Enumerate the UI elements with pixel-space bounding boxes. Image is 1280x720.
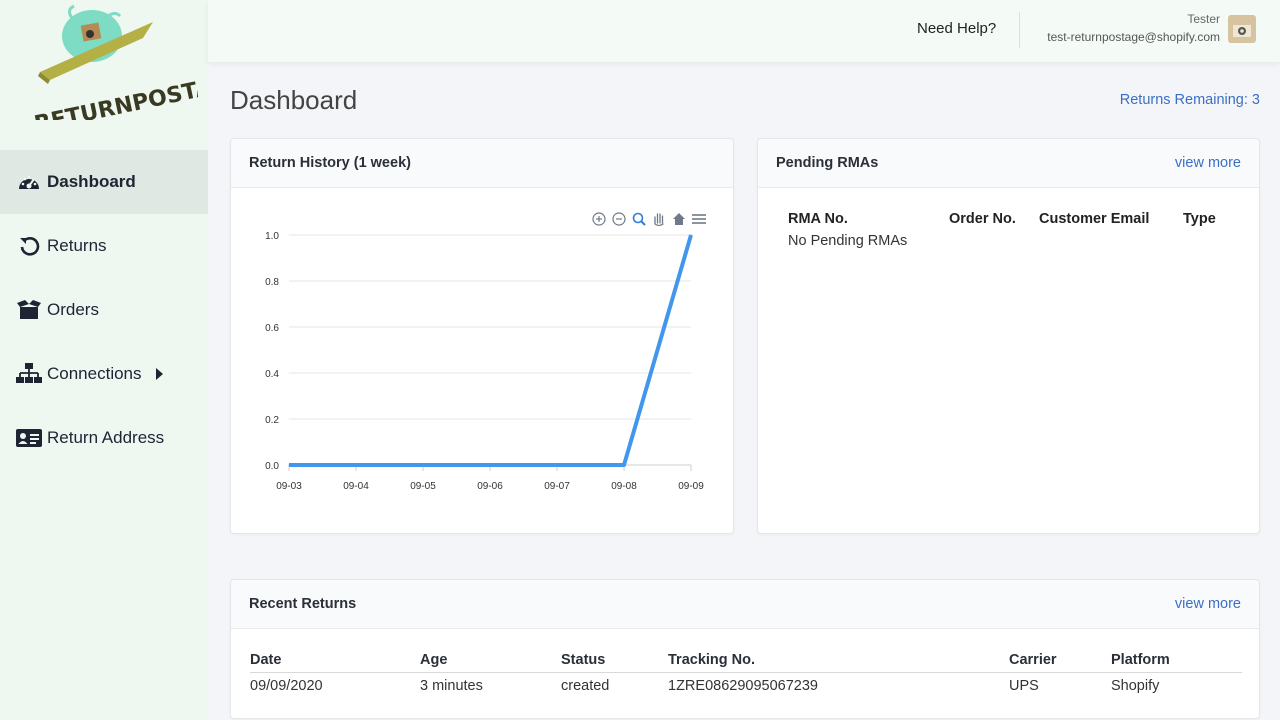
x-tick-label: 09-06 [477, 481, 503, 492]
y-tick-label: 0.0 [265, 461, 279, 472]
header-divider [1019, 12, 1020, 48]
avatar[interactable] [1228, 15, 1256, 43]
card-title: Recent Returns [249, 596, 357, 612]
y-tick-label: 0.8 [265, 277, 279, 288]
x-tick-label: 09-03 [276, 481, 302, 492]
card-header: Return History (1 week) [231, 139, 733, 188]
x-tick-label: 09-09 [678, 481, 704, 492]
y-tick-label: 0.2 [265, 415, 279, 426]
card-title: Return History (1 week) [249, 155, 411, 171]
empty-state-text: No Pending RMAs [788, 233, 908, 249]
card-header: Pending RMAs view more [758, 139, 1259, 188]
view-more-link[interactable]: view more [1174, 596, 1241, 612]
home-icon[interactable] [673, 213, 685, 225]
cell-tracking-no[interactable]: 1ZRE08629095067239 [668, 678, 818, 694]
column-header-tracking-no[interactable]: Tracking No. [668, 652, 756, 668]
column-header-order-no[interactable]: Order No. [949, 211, 1016, 227]
network-icon [16, 362, 42, 386]
table-header: RMA No. Order No. Customer Email Type [788, 211, 1238, 227]
column-header-type[interactable]: Type [1183, 211, 1216, 227]
cell-age: 3 minutes [420, 678, 483, 694]
return-history-card: Return History (1 week) 0.0 0.2 0.4 0.6 0.8 1… [230, 138, 734, 534]
data-point [623, 464, 625, 466]
sidebar-item-label: Orders [47, 300, 99, 319]
data-point [355, 464, 357, 466]
need-help-link[interactable]: Need Help? [917, 20, 997, 37]
zoom-select-icon[interactable] [632, 212, 646, 226]
x-tick-label: 09-08 [611, 481, 637, 492]
sidebar-nav: Dashboard Returns Orders Connections [0, 150, 208, 470]
column-header-date[interactable]: Date [250, 652, 282, 668]
pending-rmas-card: Pending RMAs view more RMA No. Order No.… [757, 138, 1260, 534]
top-header: Need Help? Tester test-returnpostage@sho… [208, 0, 1280, 62]
data-point [489, 464, 491, 466]
column-header-rma-no[interactable]: RMA No. [788, 211, 848, 227]
caret-right-icon[interactable] [155, 368, 163, 380]
sidebar-item-label: Dashboard [47, 172, 136, 191]
column-header-age[interactable]: Age [420, 652, 448, 668]
page-title: Dashboard [230, 85, 358, 115]
recent-returns-table: Date Age Status Tracking No. Carrier Pla… [250, 652, 1242, 699]
sidebar-item-label: Connections [47, 364, 142, 383]
sidebar-item-label: Return Address [47, 428, 165, 447]
sidebar-item-label: Returns [47, 236, 107, 255]
sidebar-item-orders[interactable]: Orders [0, 278, 208, 342]
user-email: test-returnpostage@shopify.com [1047, 30, 1220, 44]
series-line [289, 234, 693, 467]
column-header-status[interactable]: Status [561, 652, 606, 668]
table-header: Date Age Status Tracking No. Carrier Pla… [250, 652, 1242, 673]
column-header-carrier[interactable]: Carrier [1009, 652, 1057, 668]
data-point [422, 464, 424, 466]
recent-returns-card: Recent Returns view more Date Age Status… [230, 579, 1260, 719]
card-title: Pending RMAs [776, 155, 879, 171]
view-more-link[interactable]: view more [1174, 155, 1241, 171]
x-tick-label: 09-07 [544, 481, 570, 492]
cell-date: 09/09/2020 [250, 678, 323, 694]
cell-platform: Shopify [1111, 678, 1160, 694]
column-header-customer-email[interactable]: Customer Email [1039, 211, 1150, 227]
pending-rmas-table: RMA No. Order No. Customer Email Type No… [788, 211, 1238, 249]
table-row[interactable]: 09/09/2020 3 minutes created 1ZRE0862909… [250, 673, 1242, 699]
chart-toolbar [592, 212, 706, 227]
data-point [690, 234, 692, 236]
sidebar-item-dashboard[interactable]: Dashboard [0, 150, 208, 214]
pan-hand-icon[interactable] [654, 213, 664, 227]
x-tick-label: 09-05 [410, 481, 436, 492]
sidebar-item-connections[interactable]: Connections [0, 342, 208, 406]
cell-carrier: UPS [1009, 678, 1039, 694]
zoom-out-icon[interactable] [612, 212, 626, 226]
data-point [288, 464, 290, 466]
zoom-in-icon[interactable] [592, 212, 606, 226]
y-tick-label: 1.0 [265, 231, 279, 242]
sidebar-item-return-address[interactable]: Return Address [0, 406, 208, 470]
returns-remaining: Returns Remaining: 3 [1119, 92, 1260, 108]
sidebar: RETURNPOSTAGE Dashboard Returns Orders C… [0, 0, 208, 720]
box-icon [16, 298, 42, 322]
data-point [556, 464, 558, 466]
undo-icon [16, 234, 42, 258]
y-tick-label: 0.4 [265, 369, 279, 380]
cell-status: created [561, 678, 610, 694]
column-header-platform[interactable]: Platform [1111, 652, 1170, 668]
address-card-icon [16, 426, 42, 450]
returnpostage-logo[interactable]: RETURNPOSTAGE [28, 4, 198, 120]
sidebar-item-returns[interactable]: Returns [0, 214, 208, 278]
y-tick-label: 0.6 [265, 323, 279, 334]
return-history-chart: 0.0 0.2 0.4 0.6 0.8 1.0 09-03 09-04 09-05 09-06 0… [265, 212, 706, 492]
menu-icon[interactable] [692, 214, 706, 224]
speedometer-icon [16, 170, 42, 194]
card-header: Recent Returns view more [231, 580, 1259, 629]
user-name: Tester [1187, 12, 1220, 26]
x-tick-label: 09-04 [343, 481, 369, 492]
